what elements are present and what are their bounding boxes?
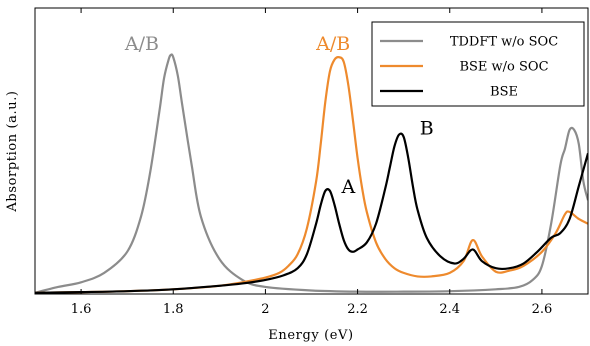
plot-frame	[34, 7, 589, 295]
x-tick-label: 2	[261, 302, 269, 317]
x-tick-label: 2.2	[347, 302, 368, 317]
peak-annotations: A/B A/B A B	[124, 33, 434, 198]
legend-label: TDDFT w/o SOC	[450, 35, 558, 50]
peak-label: A	[340, 176, 355, 198]
peak-label: B	[420, 118, 434, 140]
x-axis: 1.6 1.8 2 2.2 2.4 2.6	[71, 8, 553, 317]
x-axis-label: Energy (eV)	[268, 328, 353, 343]
plot-area	[35, 53, 588, 294]
series-line-bse-wo-soc	[35, 56, 588, 294]
legend: TDDFT w/o SOC BSE w/o SOC BSE	[371, 21, 585, 107]
legend-label: BSE w/o SOC	[459, 60, 548, 75]
x-tick-label: 2.4	[439, 302, 460, 317]
x-tick-label: 1.8	[163, 302, 184, 317]
peak-label: A/B	[315, 33, 350, 55]
series-line-tddft-wo-soc	[35, 53, 588, 294]
y-axis-label: Absorption (a.u.)	[5, 90, 20, 212]
peak-label: A/B	[124, 33, 159, 55]
x-tick-label: 2.6	[532, 302, 553, 317]
series-line-bse	[35, 132, 588, 294]
legend-label: BSE	[490, 85, 518, 100]
x-tick-label: 1.6	[71, 302, 92, 317]
